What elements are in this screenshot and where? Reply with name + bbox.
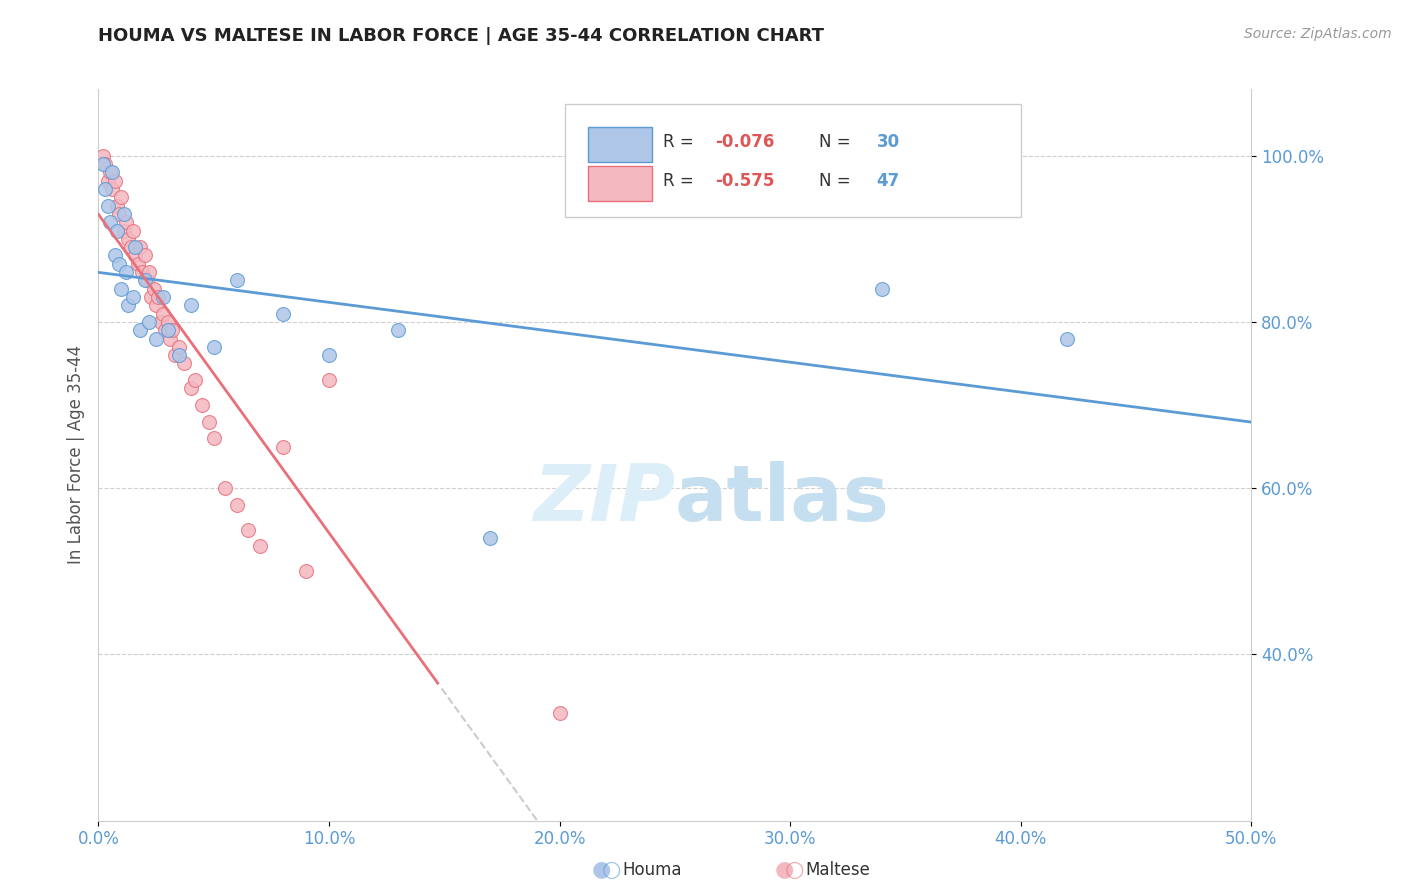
- Point: [479, 531, 502, 545]
- Point: [184, 373, 207, 387]
- Text: HOUMA VS MALTESE IN LABOR FORCE | AGE 35-44 CORRELATION CHART: HOUMA VS MALTESE IN LABOR FORCE | AGE 35…: [98, 27, 824, 45]
- Point: [145, 332, 167, 346]
- Point: [112, 207, 135, 221]
- Point: [105, 198, 128, 212]
- Point: [160, 323, 183, 337]
- Point: [149, 315, 172, 329]
- Point: [98, 165, 121, 179]
- Point: [295, 564, 318, 578]
- Point: [249, 539, 271, 553]
- Point: [97, 198, 120, 212]
- Point: [318, 373, 340, 387]
- Point: [103, 174, 125, 188]
- Point: [94, 157, 117, 171]
- Point: [155, 323, 177, 337]
- Point: [159, 332, 181, 346]
- Point: [152, 307, 174, 321]
- FancyBboxPatch shape: [588, 166, 652, 201]
- Point: [141, 290, 163, 304]
- Point: [115, 265, 138, 279]
- Point: [98, 215, 121, 229]
- Point: [202, 340, 225, 354]
- Point: [173, 357, 195, 371]
- Point: [167, 348, 190, 362]
- Text: N =: N =: [818, 133, 856, 151]
- Point: [872, 282, 894, 296]
- Point: [101, 182, 124, 196]
- Point: [108, 257, 131, 271]
- Text: N =: N =: [818, 172, 856, 190]
- FancyBboxPatch shape: [588, 128, 652, 162]
- Text: R =: R =: [664, 172, 699, 190]
- Point: [180, 298, 202, 312]
- Point: [238, 523, 260, 537]
- Point: [271, 440, 294, 454]
- Text: Source: ZipAtlas.com: Source: ZipAtlas.com: [1244, 27, 1392, 41]
- Point: [225, 498, 247, 512]
- Point: [110, 282, 132, 296]
- Point: [108, 207, 131, 221]
- Point: [225, 273, 247, 287]
- Y-axis label: In Labor Force | Age 35-44: In Labor Force | Age 35-44: [66, 345, 84, 565]
- Point: [214, 481, 236, 495]
- Point: [97, 174, 120, 188]
- Point: [117, 298, 139, 312]
- Point: [142, 282, 165, 296]
- Text: ○: ○: [785, 860, 804, 880]
- Point: [112, 223, 135, 237]
- Point: [124, 240, 146, 254]
- Text: Maltese: Maltese: [806, 861, 870, 879]
- Point: [115, 215, 138, 229]
- Point: [105, 223, 128, 237]
- Text: Houma: Houma: [623, 861, 682, 879]
- Point: [122, 290, 145, 304]
- Text: 47: 47: [877, 172, 900, 190]
- Text: ●: ●: [592, 860, 612, 880]
- Point: [191, 398, 214, 412]
- Text: ZIP: ZIP: [533, 461, 675, 537]
- Point: [198, 415, 221, 429]
- Text: ○: ○: [602, 860, 621, 880]
- Text: ●: ●: [775, 860, 794, 880]
- Point: [138, 265, 160, 279]
- Point: [101, 165, 124, 179]
- Point: [94, 182, 117, 196]
- Point: [135, 273, 157, 287]
- Point: [271, 307, 294, 321]
- Point: [152, 290, 174, 304]
- Point: [134, 248, 156, 262]
- Point: [103, 248, 125, 262]
- Point: [129, 323, 152, 337]
- Point: [156, 323, 179, 337]
- Text: atlas: atlas: [675, 461, 890, 537]
- Point: [1056, 332, 1078, 346]
- Point: [167, 340, 190, 354]
- Point: [163, 348, 186, 362]
- Point: [91, 149, 114, 163]
- Text: 30: 30: [877, 133, 900, 151]
- Point: [129, 240, 152, 254]
- Point: [122, 223, 145, 237]
- Text: R =: R =: [664, 133, 699, 151]
- Point: [202, 431, 225, 445]
- Text: -0.575: -0.575: [716, 172, 775, 190]
- Point: [117, 232, 139, 246]
- Point: [120, 240, 142, 254]
- Point: [156, 315, 179, 329]
- Point: [148, 290, 170, 304]
- Point: [134, 273, 156, 287]
- FancyBboxPatch shape: [565, 103, 1021, 218]
- Point: [131, 265, 153, 279]
- Point: [318, 348, 340, 362]
- Text: -0.076: -0.076: [716, 133, 775, 151]
- Point: [145, 298, 167, 312]
- Point: [138, 315, 160, 329]
- Point: [387, 323, 409, 337]
- Point: [110, 190, 132, 204]
- Point: [180, 381, 202, 395]
- Point: [91, 157, 114, 171]
- Point: [548, 706, 571, 720]
- Point: [124, 248, 146, 262]
- Point: [127, 257, 149, 271]
